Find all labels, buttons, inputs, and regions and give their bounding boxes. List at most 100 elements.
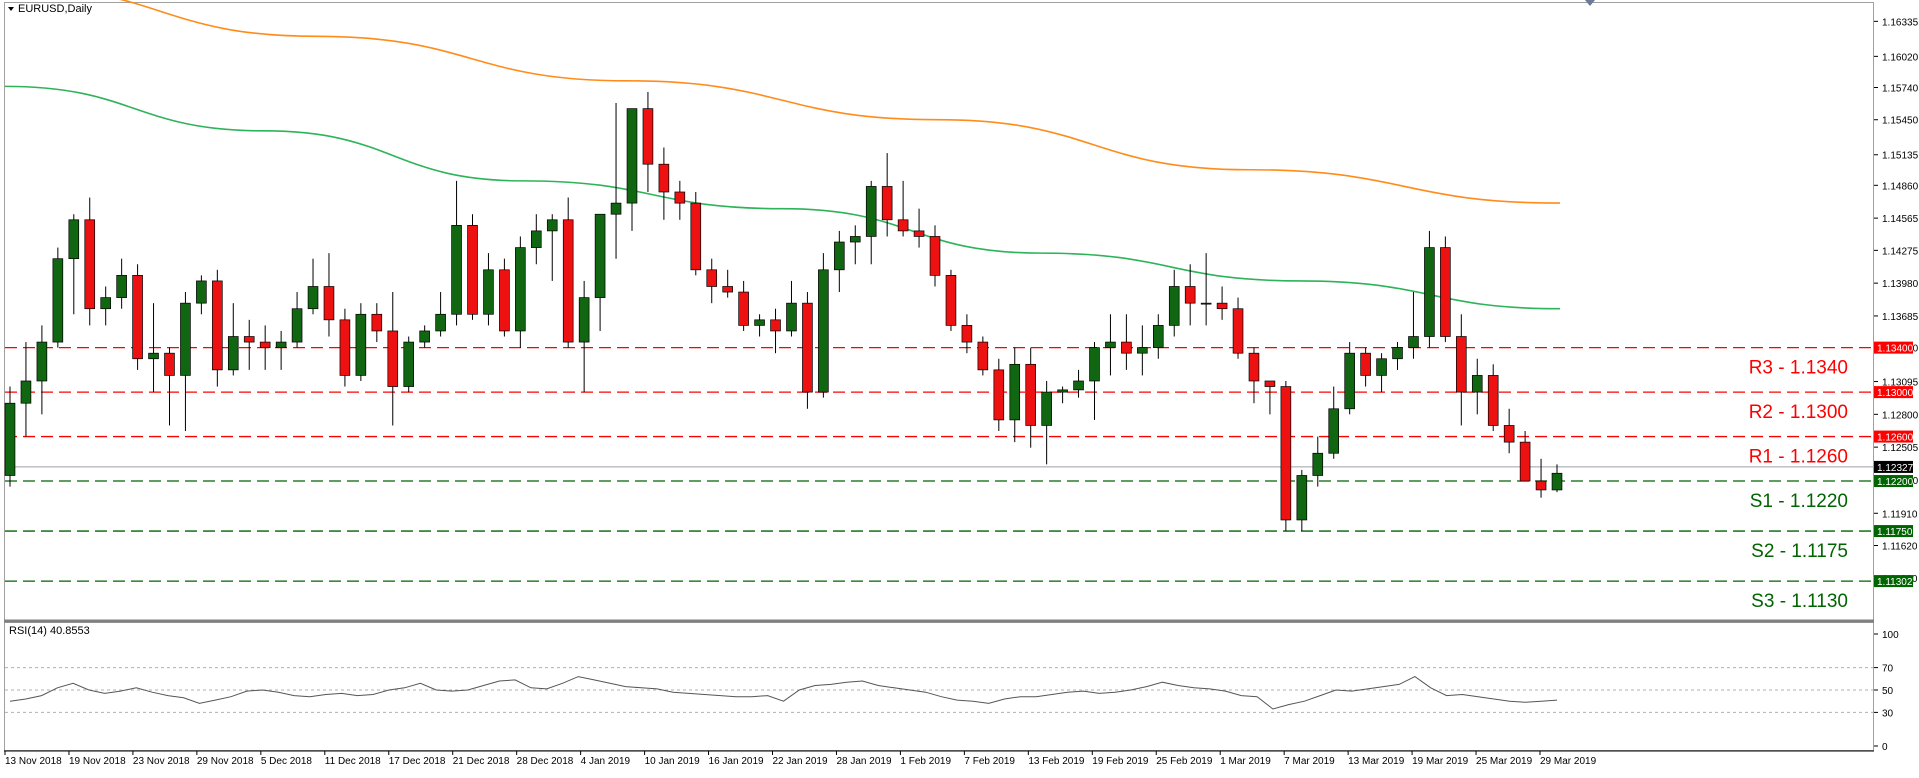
candle-body — [993, 369, 1005, 421]
level-label: R3 - 1.1340 — [1749, 358, 1848, 379]
candle-body — [1200, 302, 1212, 305]
candle-body — [546, 219, 558, 232]
date-tick-label: 5 Dec 2018 — [261, 756, 313, 767]
candle-body — [897, 219, 909, 232]
candle-body — [674, 191, 686, 204]
date-tick-label: 21 Dec 2018 — [453, 756, 510, 767]
candle-body — [1503, 425, 1515, 443]
candle-body — [865, 186, 877, 237]
candle-body — [323, 286, 335, 321]
candle-body — [499, 269, 510, 332]
candle-body — [1280, 386, 1292, 521]
candle-body — [68, 219, 80, 260]
price-tick-label: 1.12505 — [1882, 443, 1919, 454]
candle-body — [690, 202, 702, 271]
rsi-layer: 100 70 50 30 0 — [5, 630, 1899, 753]
candle-body — [754, 319, 765, 326]
rsi-tick-label: 0 — [1882, 742, 1888, 753]
candle-body — [722, 286, 733, 293]
date-tick-label: 4 Jan 2019 — [581, 756, 631, 767]
level-price-tag — [1874, 341, 1913, 354]
current-price-tag-label: 1.12327 — [1877, 463, 1914, 474]
candle-body — [467, 224, 478, 315]
date-tick-label: 19 Feb 2019 — [1092, 756, 1149, 767]
candle-body — [961, 325, 973, 343]
rsi-tick-label: 100 — [1882, 630, 1899, 641]
date-tick-label: 13 Feb 2019 — [1028, 756, 1085, 767]
level-price-tag-label: 1.13400 — [1877, 344, 1914, 355]
date-tick-label: 10 Jan 2019 — [645, 756, 700, 767]
candle-body — [419, 330, 430, 343]
candle-body — [1073, 380, 1084, 391]
candle-body — [1009, 363, 1021, 421]
candle-body — [483, 269, 494, 315]
candle-body — [1041, 391, 1052, 426]
level-label: S1 - 1.1220 — [1750, 491, 1848, 512]
candles-layer — [4, 91, 1563, 532]
rsi-pane-title: RSI(14) 40.8553 — [9, 625, 90, 637]
rsi-tick-label: 50 — [1882, 686, 1894, 697]
candle-body — [642, 108, 654, 165]
candle-body — [1551, 472, 1563, 491]
candle-body — [451, 224, 462, 315]
level-label: S2 - 1.1175 — [1751, 541, 1848, 562]
moving-average-line — [4, 85, 1561, 310]
candle-body — [1105, 341, 1116, 348]
date-tick-label: 7 Feb 2019 — [964, 756, 1015, 767]
price-tick-label: 1.14860 — [1882, 181, 1919, 192]
candle-body — [515, 247, 526, 332]
candle-body — [1184, 286, 1196, 304]
candle-body — [387, 330, 399, 387]
candle-body — [1312, 452, 1324, 476]
level-price-tag — [1874, 430, 1913, 443]
candle-body — [4, 402, 16, 476]
candle-body — [1121, 341, 1132, 354]
date-tick-label: 13 Nov 2018 — [5, 756, 62, 767]
price-tick-label: 1.11620 — [1882, 542, 1918, 553]
candle-body — [1152, 325, 1164, 348]
candle-body — [435, 313, 446, 332]
candle-body — [148, 352, 159, 360]
candle-body — [291, 308, 303, 343]
price-tick-label: 1.16020 — [1882, 52, 1919, 63]
date-tick-label: 19 Nov 2018 — [69, 756, 126, 767]
candle-body — [834, 241, 845, 271]
current-price-tag — [1874, 460, 1913, 473]
candle-body — [116, 275, 127, 298]
candle-body — [1424, 247, 1435, 337]
date-tick-label: 13 Mar 2019 — [1348, 756, 1405, 767]
level-price-tag-label: 1.13000 — [1877, 388, 1914, 399]
candle-body — [1360, 352, 1371, 376]
candle-body — [100, 297, 111, 310]
candle-body — [881, 186, 893, 221]
date-tick-label: 16 Jan 2019 — [709, 756, 764, 767]
candle-body — [52, 258, 64, 343]
level-label: R1 - 1.1260 — [1749, 447, 1848, 468]
candle-body — [339, 319, 351, 376]
candle-body — [275, 341, 287, 348]
level-price-tag — [1874, 386, 1913, 399]
date-tick-label: 25 Feb 2019 — [1156, 756, 1213, 767]
level-label: S3 - 1.1130 — [1751, 591, 1848, 612]
candle-body — [1089, 347, 1100, 382]
level-price-tag-label: 1.11750 — [1877, 527, 1913, 538]
candle-body — [594, 213, 606, 298]
candle-body — [802, 302, 813, 393]
candle-body — [1376, 358, 1387, 376]
candle-body — [212, 280, 223, 371]
date-tick-label: 7 Mar 2019 — [1284, 756, 1335, 767]
candle-body — [658, 163, 670, 193]
candle-body — [738, 291, 749, 326]
candle-body — [1440, 247, 1451, 337]
price-tick-label: 1.13980 — [1882, 279, 1919, 290]
candle-body — [20, 380, 32, 404]
date-tick-label: 1 Feb 2019 — [900, 756, 951, 767]
price-tick-label: 1.15450 — [1882, 116, 1919, 127]
price-tick-label: 1.15740 — [1882, 83, 1919, 94]
shift-marker-icon[interactable] — [1585, 0, 1595, 6]
dropdown-triangle-icon[interactable] — [8, 7, 14, 11]
level-price-tag-label: 1.12600 — [1877, 433, 1914, 444]
level-label: R2 - 1.1300 — [1749, 402, 1848, 423]
candle-body — [849, 236, 861, 243]
